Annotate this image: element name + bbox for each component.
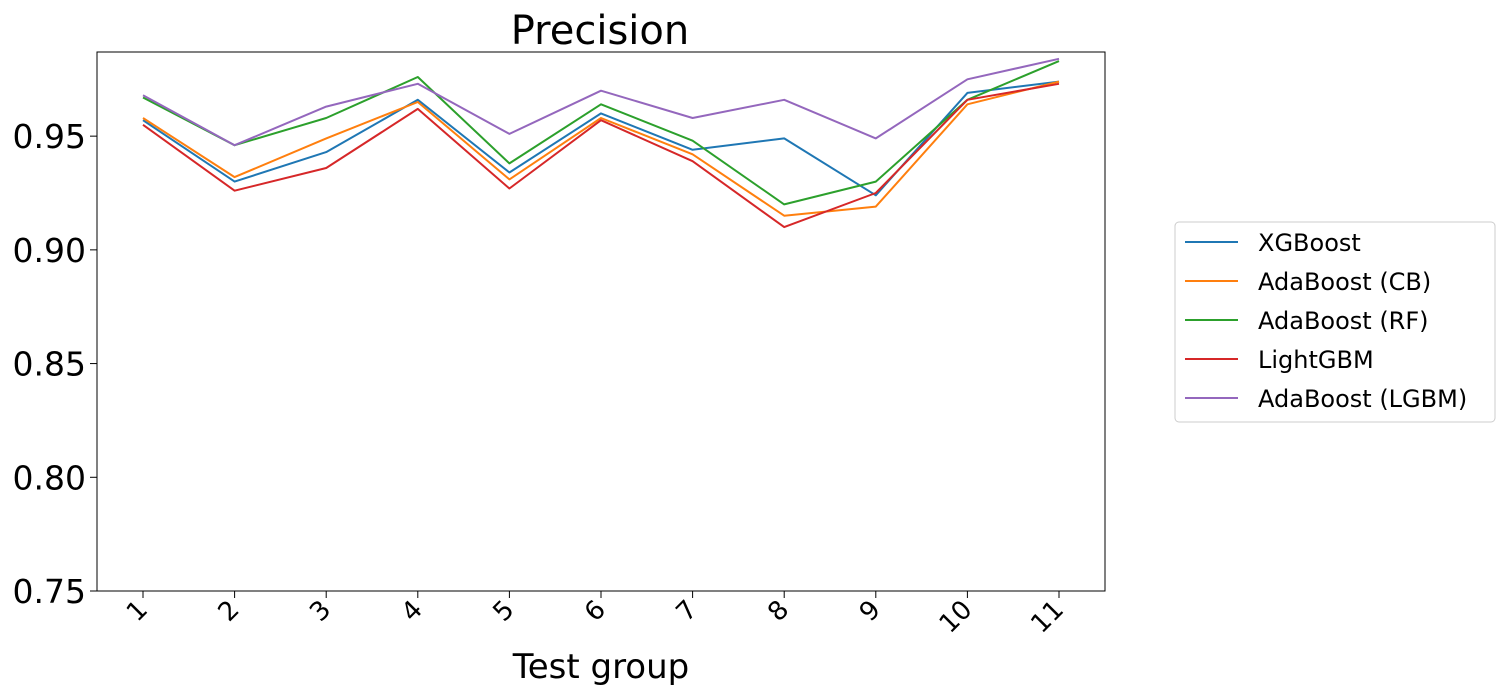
x-tick-label: 8 <box>762 595 795 628</box>
x-tick-label: 9 <box>854 595 887 628</box>
x-tick-label: 5 <box>487 595 520 628</box>
x-tick-label: 7 <box>671 595 704 628</box>
x-tick-label: 4 <box>396 595 429 628</box>
y-axis: 0.75 0.80 0.85 0.90 0.95 <box>13 117 97 611</box>
series-line-xgboost <box>142 80 1060 197</box>
y-tick-label: 0.75 <box>13 572 86 611</box>
x-axis: 1 2 3 4 5 6 7 8 9 10 11 <box>121 591 1070 639</box>
legend-label: LightGBM <box>1258 346 1374 374</box>
y-tick-label: 0.80 <box>13 458 86 497</box>
x-tick-label: 11 <box>1025 595 1070 640</box>
legend-label: XGBoost <box>1258 229 1361 257</box>
x-tick-label: 2 <box>213 595 246 628</box>
x-tick-label: 3 <box>304 595 337 628</box>
series-line-adaboost-rf <box>142 60 1060 206</box>
legend: XGBoost AdaBoost (CB) AdaBoost (RF) LightGB… <box>1174 221 1496 423</box>
series-line-adaboost-lgbm <box>142 57 1060 147</box>
series-line-adaboost-cb <box>142 80 1060 217</box>
legend-label: AdaBoost (RF) <box>1258 307 1429 335</box>
legend-label: AdaBoost (CB) <box>1258 268 1431 296</box>
y-tick-label: 0.95 <box>13 117 86 156</box>
x-tick-label: 1 <box>121 595 154 628</box>
legend-label: AdaBoost (LGBM) <box>1258 385 1467 413</box>
x-tick-label: 6 <box>579 595 612 628</box>
x-axis-label: Test group <box>512 647 690 687</box>
y-tick-label: 0.85 <box>13 345 86 384</box>
legend-box <box>1174 221 1496 423</box>
plot-area-frame <box>96 51 1106 592</box>
plot-lines <box>142 57 1060 229</box>
chart-title: Precision <box>511 8 689 54</box>
y-tick-label: 0.90 <box>13 231 86 270</box>
series-line-lightgbm <box>142 82 1060 229</box>
x-tick-label: 10 <box>934 595 979 640</box>
